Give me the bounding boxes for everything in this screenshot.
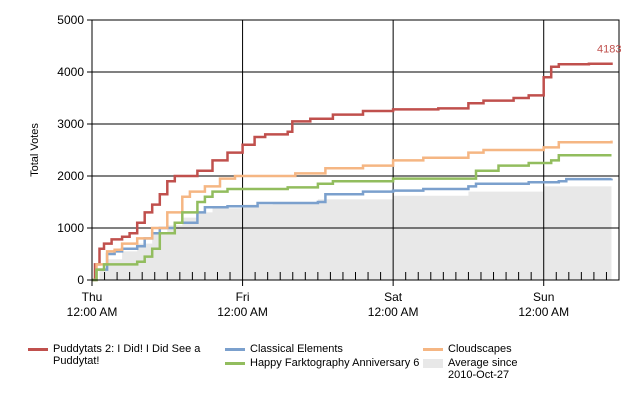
legend-label: Puddytats 2: I Did! I Did See a Puddytat… <box>53 343 201 367</box>
plot-frame <box>91 19 620 281</box>
legend-swatch-average <box>423 359 443 368</box>
legend-label: Average since 2010-Oct-27 <box>448 357 518 381</box>
legend-swatch-puddytats <box>28 348 48 351</box>
x-tick-label-day: Sun <box>533 290 554 304</box>
legend-swatch-classical-elements <box>225 348 245 351</box>
end-value-label: 4183 <box>597 43 621 55</box>
x-tick-label-time: 12:00 AM <box>368 305 419 319</box>
series-line-2 <box>92 140 613 282</box>
y-axis-title: Total Votes <box>29 123 41 177</box>
y-tick-label: 1000 <box>57 221 84 235</box>
legend-label: Cloudscapes <box>448 343 512 355</box>
legend-item-classical-elements: Classical Elements <box>225 343 420 355</box>
legend-label: Classical Elements <box>250 343 343 355</box>
legend-item-cloudscapes: Cloudscapes <box>423 343 618 355</box>
series-line-3 <box>92 153 612 282</box>
x-tick-label-day: Fri <box>236 290 250 304</box>
y-tick-label: 2000 <box>57 169 84 183</box>
y-tick-label: 3000 <box>57 117 84 131</box>
series-line-0 <box>92 62 613 282</box>
legend-label: Happy Farktography Anniversary 6 <box>250 357 420 369</box>
legend-item-average: Average since 2010-Oct-27 <box>423 357 543 381</box>
x-tick-label-time: 12:00 AM <box>67 305 118 319</box>
average-area <box>92 181 612 280</box>
y-tick-label: 5000 <box>57 13 84 27</box>
legend: Puddytats 2: I Did! I Did See a Puddytat… <box>0 338 640 400</box>
y-tick-label: 0 <box>77 273 84 287</box>
x-tick-label-time: 12:00 AM <box>518 305 569 319</box>
x-tick-label-time: 12:00 AM <box>217 305 268 319</box>
legend-swatch-happy-farktography <box>225 362 245 365</box>
x-tick-label-day: Sat <box>384 290 403 304</box>
legend-item-happy-farktography: Happy Farktography Anniversary 6 <box>225 357 420 369</box>
y-tick-label: 4000 <box>57 65 84 79</box>
legend-item-puddytats: Puddytats 2: I Did! I Did See a Puddytat… <box>28 343 208 367</box>
x-tick-label-day: Thu <box>82 290 103 304</box>
legend-swatch-cloudscapes <box>423 348 443 351</box>
